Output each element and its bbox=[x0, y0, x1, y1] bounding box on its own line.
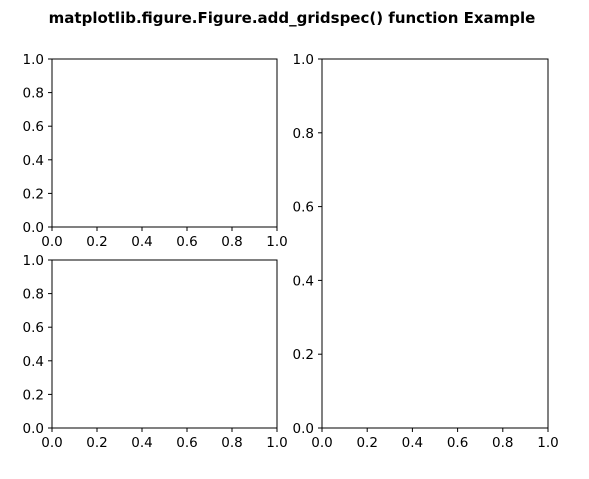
y-tick-label: 0.6 bbox=[23, 119, 44, 135]
x-tick-label: 0.4 bbox=[131, 435, 152, 451]
y-tick-label: 0.2 bbox=[293, 347, 314, 363]
y-tick-label: 0.6 bbox=[293, 200, 314, 216]
x-tick-label: 1.0 bbox=[266, 234, 287, 250]
x-tick-label: 0.0 bbox=[41, 435, 62, 451]
y-tick-label: 0.0 bbox=[23, 421, 44, 437]
y-tick-label: 0.4 bbox=[293, 273, 314, 289]
axes-layer: 0.0 0.2 0.4 0.6 0.8 1.00.00.20.40.60.81.00.0 0… bbox=[23, 52, 559, 451]
x-tick-label: 0.6 bbox=[447, 435, 468, 451]
x-tick-label: 0.4 bbox=[131, 234, 152, 250]
y-tick-label: 0.8 bbox=[23, 287, 44, 303]
y-tick-label: 0.8 bbox=[23, 86, 44, 102]
figure-suptitle: matplotlib.figure.Figure.add_gridspec() … bbox=[49, 9, 536, 27]
bottom-left-axes: 0.0 0.2 0.4 0.6 0.8 1.0 0.0 0.2 0.4 0.6 0.8 1.0 bbox=[23, 253, 288, 451]
x-tick-label: 0.6 bbox=[176, 435, 197, 451]
x-tick-label: 0.8 bbox=[492, 435, 513, 451]
x-tick-label: 0.4 bbox=[402, 435, 423, 451]
y-tick-label: 0.4 bbox=[23, 153, 44, 169]
y-tick-label: 0.0 bbox=[23, 220, 44, 236]
y-tick-label: 0.6 bbox=[23, 320, 44, 336]
y-tick-label: 0.0 bbox=[293, 421, 314, 437]
x-tick-label: 0.0 bbox=[41, 234, 62, 250]
x-tick-label: 1.0 bbox=[537, 435, 558, 451]
y-tick-label: 0.2 bbox=[23, 186, 44, 202]
axes-frame bbox=[51, 259, 278, 429]
y-tick-label: 1.0 bbox=[23, 52, 44, 68]
axes-frame bbox=[51, 58, 278, 228]
x-tick-label: 0.0 bbox=[311, 435, 332, 451]
right-axes: 0.0 0.2 0.4 0.6 0.8 1.0 0.0 0.2 0.4 0.6 0.8 1.0 bbox=[293, 52, 559, 451]
y-tick-label: 0.4 bbox=[23, 354, 44, 370]
x-tick-label: 0.8 bbox=[221, 234, 242, 250]
x-tick-label: 1.0 bbox=[266, 435, 287, 451]
y-tick-label: 1.0 bbox=[23, 253, 44, 269]
x-tick-label: 0.2 bbox=[356, 435, 377, 451]
x-tick-label: 0.2 bbox=[86, 435, 107, 451]
y-tick-label: 0.2 bbox=[23, 387, 44, 403]
x-tick-label: 0.2 bbox=[86, 234, 107, 250]
x-tick-label: 0.8 bbox=[221, 435, 242, 451]
axes-frame bbox=[321, 58, 549, 429]
x-tick-label: 0.6 bbox=[176, 234, 197, 250]
y-tick-label: 1.0 bbox=[293, 52, 314, 68]
top-left-axes: 0.0 0.2 0.4 0.6 0.8 1.0 0.0 0.2 0.4 0.6 0.8 1.0 bbox=[23, 52, 288, 250]
y-tick-label: 0.8 bbox=[293, 126, 314, 142]
